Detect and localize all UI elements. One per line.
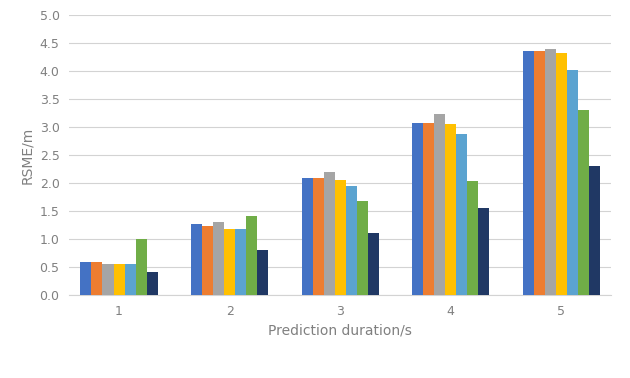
Bar: [91, 262, 103, 295]
Bar: [589, 166, 600, 295]
Bar: [478, 208, 490, 295]
Bar: [147, 273, 158, 295]
Bar: [113, 263, 125, 295]
Bar: [202, 226, 213, 295]
Bar: [534, 51, 545, 295]
Bar: [257, 249, 268, 295]
Y-axis label: RSME/m: RSME/m: [20, 126, 34, 184]
Bar: [434, 113, 445, 295]
Bar: [224, 229, 235, 295]
Bar: [324, 172, 335, 295]
Bar: [456, 134, 467, 295]
Bar: [412, 122, 423, 295]
Bar: [357, 201, 368, 295]
Bar: [103, 263, 113, 295]
Bar: [191, 224, 202, 295]
Bar: [368, 233, 379, 295]
Bar: [302, 178, 312, 295]
Bar: [523, 51, 534, 295]
Bar: [135, 239, 147, 295]
Bar: [312, 178, 324, 295]
Bar: [545, 49, 556, 295]
Bar: [81, 262, 91, 295]
Bar: [346, 186, 357, 295]
Bar: [125, 264, 135, 295]
Bar: [445, 124, 456, 295]
Bar: [213, 222, 224, 295]
Bar: [556, 53, 567, 295]
X-axis label: Prediction duration/s: Prediction duration/s: [268, 323, 412, 337]
Bar: [335, 180, 346, 295]
Bar: [467, 181, 478, 295]
Bar: [423, 122, 434, 295]
Bar: [578, 110, 589, 295]
Bar: [235, 229, 246, 295]
Bar: [567, 70, 578, 295]
Bar: [246, 216, 257, 295]
